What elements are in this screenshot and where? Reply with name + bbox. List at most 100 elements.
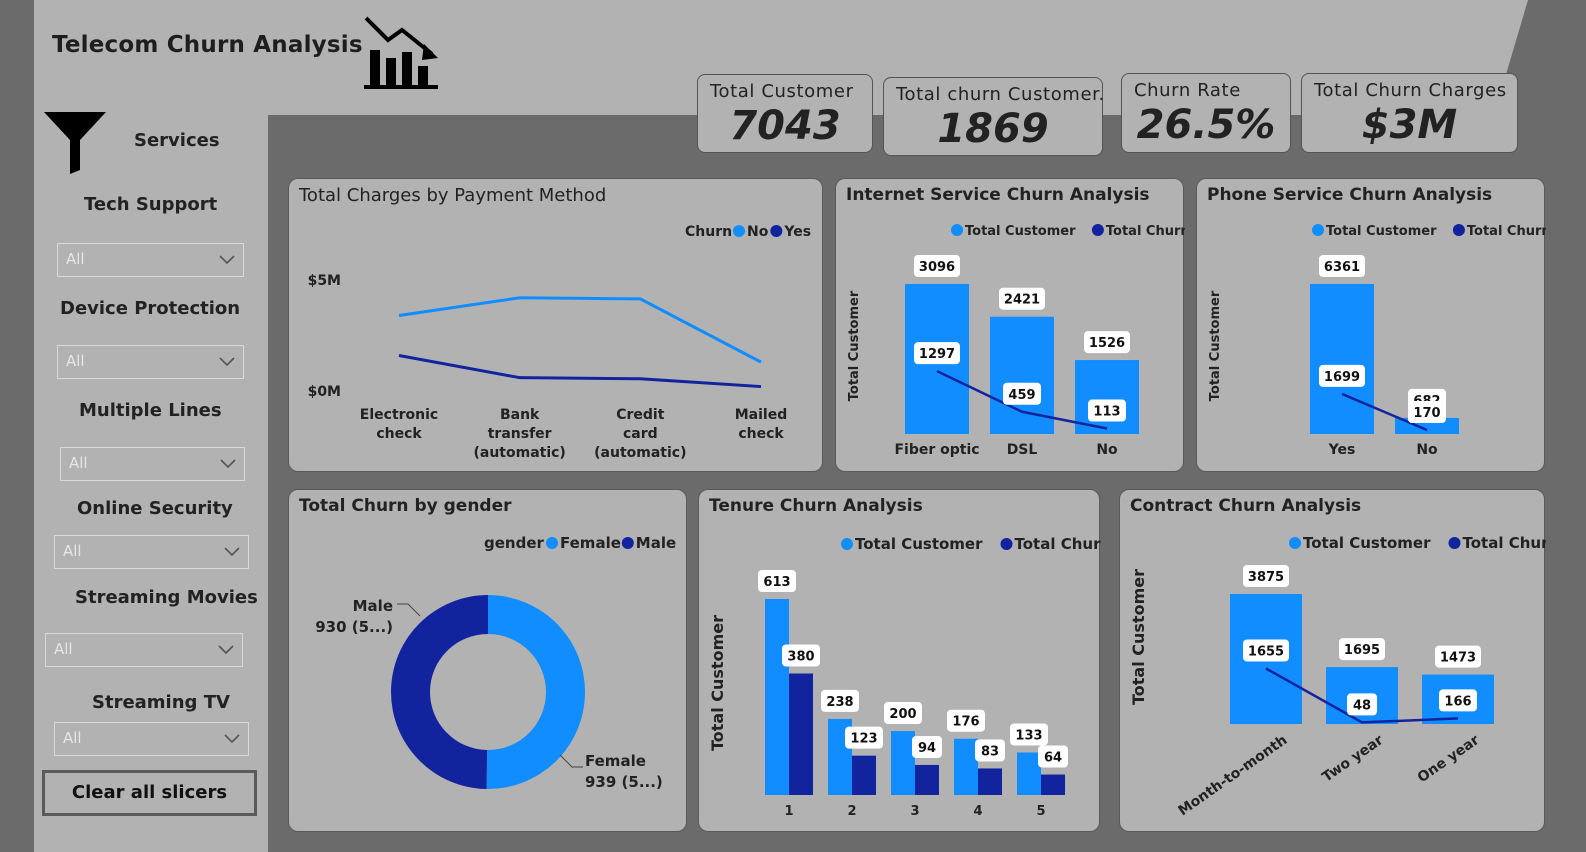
slicer-title-streaming-tv: Streaming TV — [92, 692, 230, 713]
kpi-label: Total Churn Charges — [1314, 80, 1507, 101]
legend-marker — [770, 225, 783, 237]
online-security-dropdown[interactable]: All — [54, 535, 249, 569]
bar — [1017, 752, 1041, 795]
legend-label: Female — [560, 534, 621, 552]
kpi-value: 26.5% — [1136, 102, 1276, 148]
data-label: 613 — [763, 575, 790, 590]
kpi-value: $3M — [1361, 102, 1458, 148]
phone-service-chart-card: Total Customer Total Churn Total Customer 6… — [1196, 178, 1546, 472]
data-label-bg — [947, 709, 985, 732]
kpi-value: 7043 — [729, 103, 841, 149]
chart-decline-icon — [364, 16, 438, 89]
chevron-down-icon — [224, 547, 240, 557]
payment-method-chart-card: Churn No Yes $5M $0M Electronic check Bank trans… — [288, 178, 823, 472]
bar — [915, 764, 939, 795]
slicer-title-multiple-lines: Multiple Lines — [79, 400, 222, 421]
kpi-label: Total churn Customer. — [896, 84, 1105, 105]
bar — [789, 673, 813, 795]
dropdown-value: All — [69, 454, 88, 472]
line-data-label: 1297 — [919, 347, 955, 362]
x-tick-label: (automatic) — [594, 445, 686, 461]
dropdown-value: All — [63, 729, 82, 747]
left-strip — [0, 0, 34, 852]
x-tick-label: DSL — [1007, 442, 1038, 458]
data-label-bg — [1010, 723, 1048, 746]
x-tick-label: 3 — [910, 804, 919, 819]
line-data-label-bg — [1347, 693, 1377, 716]
y-tick-label: $5M — [308, 273, 341, 289]
data-label-bg — [975, 739, 1005, 762]
slicer-title-online-security: Online Security — [77, 498, 233, 519]
line-data-label: 48 — [1353, 698, 1371, 713]
line-data-label: 1655 — [1248, 644, 1284, 659]
x-tick-label: Fiber optic — [894, 442, 979, 458]
x-tick-label: Two year — [1319, 732, 1386, 786]
x-tick-label: Mailed — [735, 407, 788, 423]
card-title: Total Charges by Payment Method — [299, 185, 607, 206]
legend-title: gender — [484, 534, 545, 552]
legend-marker — [621, 537, 634, 549]
payment-method-chart: Churn No Yes $5M $0M Electronic check Bank trans… — [308, 224, 811, 461]
data-label-bg — [1435, 645, 1481, 668]
slicer-title-streaming-movies: Streaming Movies — [75, 587, 258, 608]
legend-marker — [1312, 224, 1324, 236]
x-tick-label: One year — [1415, 732, 1483, 786]
streaming-movies-dropdown[interactable]: All — [45, 633, 243, 667]
streaming-tv-dropdown[interactable]: All — [54, 722, 249, 756]
bar — [852, 755, 876, 795]
tech-support-dropdown[interactable]: All — [57, 243, 244, 277]
dropdown-value: All — [63, 542, 82, 560]
data-label-bg — [1319, 255, 1365, 277]
x-tick-label: Month-to-month — [1175, 732, 1290, 819]
legend-label: Male — [636, 534, 676, 552]
data-label: 94 — [918, 741, 936, 756]
line-data-label-bg — [1408, 400, 1446, 423]
legend-marker — [841, 538, 853, 550]
line-data-label: 459 — [1008, 388, 1035, 403]
legend-marker — [1289, 537, 1301, 549]
legend-marker — [1452, 224, 1465, 236]
page-title: Telecom Churn Analysis — [52, 32, 363, 58]
bar — [1075, 360, 1139, 434]
card-title: Contract Churn Analysis — [1130, 496, 1362, 516]
bar — [990, 316, 1054, 434]
slice-label-name: Female — [585, 752, 646, 770]
y-axis-label: Total Customer — [1129, 569, 1148, 705]
series-line-yes — [398, 354, 762, 389]
x-tick-label: Electronic — [360, 407, 438, 423]
x-tick-label: 5 — [1036, 804, 1045, 819]
line-data-label-bg — [1003, 382, 1041, 405]
legend-title: Churn — [685, 224, 732, 240]
x-tick-label: Yes — [1328, 442, 1356, 458]
slice-label-name: Male — [353, 597, 393, 615]
y-axis-label: Total Customer — [708, 615, 727, 751]
kpi-total-customer: Total Customer 7043 — [697, 74, 873, 153]
leader-line — [559, 754, 583, 768]
legend-marker — [1000, 538, 1013, 550]
legend-label: Total Churn — [1463, 534, 1547, 552]
device-protection-dropdown[interactable]: All — [57, 345, 244, 379]
multiple-lines-dropdown[interactable]: All — [60, 447, 245, 481]
bar — [1041, 774, 1065, 795]
tenure-chart: Total Customer Total Churn Total Customer 6… — [708, 535, 1101, 819]
x-tick-label: 2 — [847, 804, 856, 819]
line-data-label-bg — [1319, 364, 1365, 387]
slicer-title-device-protection: Device Protection — [60, 298, 241, 319]
legend-marker — [733, 225, 745, 237]
legend-marker — [1091, 224, 1104, 236]
line-data-label: 170 — [1413, 406, 1440, 421]
legend-label: Total Customer — [1326, 224, 1437, 239]
x-tick-label: check — [376, 426, 422, 442]
data-label-bg — [914, 255, 960, 277]
gender-chart-card: gender Female Male Female 939 (5...) Male 930 … — [288, 489, 687, 832]
line-data-label-bg — [1088, 399, 1126, 422]
donut-slice-male — [391, 595, 488, 789]
slicer-title-tech-support: Tech Support — [84, 194, 218, 215]
x-tick-label: 1 — [784, 804, 793, 819]
contract-chart: Total Customer Total Churn Total Customer 3… — [1129, 534, 1547, 819]
chevron-down-icon — [224, 734, 240, 744]
internet-service-chart-card: Total Customer Total Churn Total Customer 3… — [835, 178, 1185, 472]
data-label: 176 — [952, 715, 979, 730]
card-title: Total Churn by gender — [299, 496, 512, 516]
clear-all-slicers-button[interactable]: Clear all slicers — [42, 770, 257, 816]
